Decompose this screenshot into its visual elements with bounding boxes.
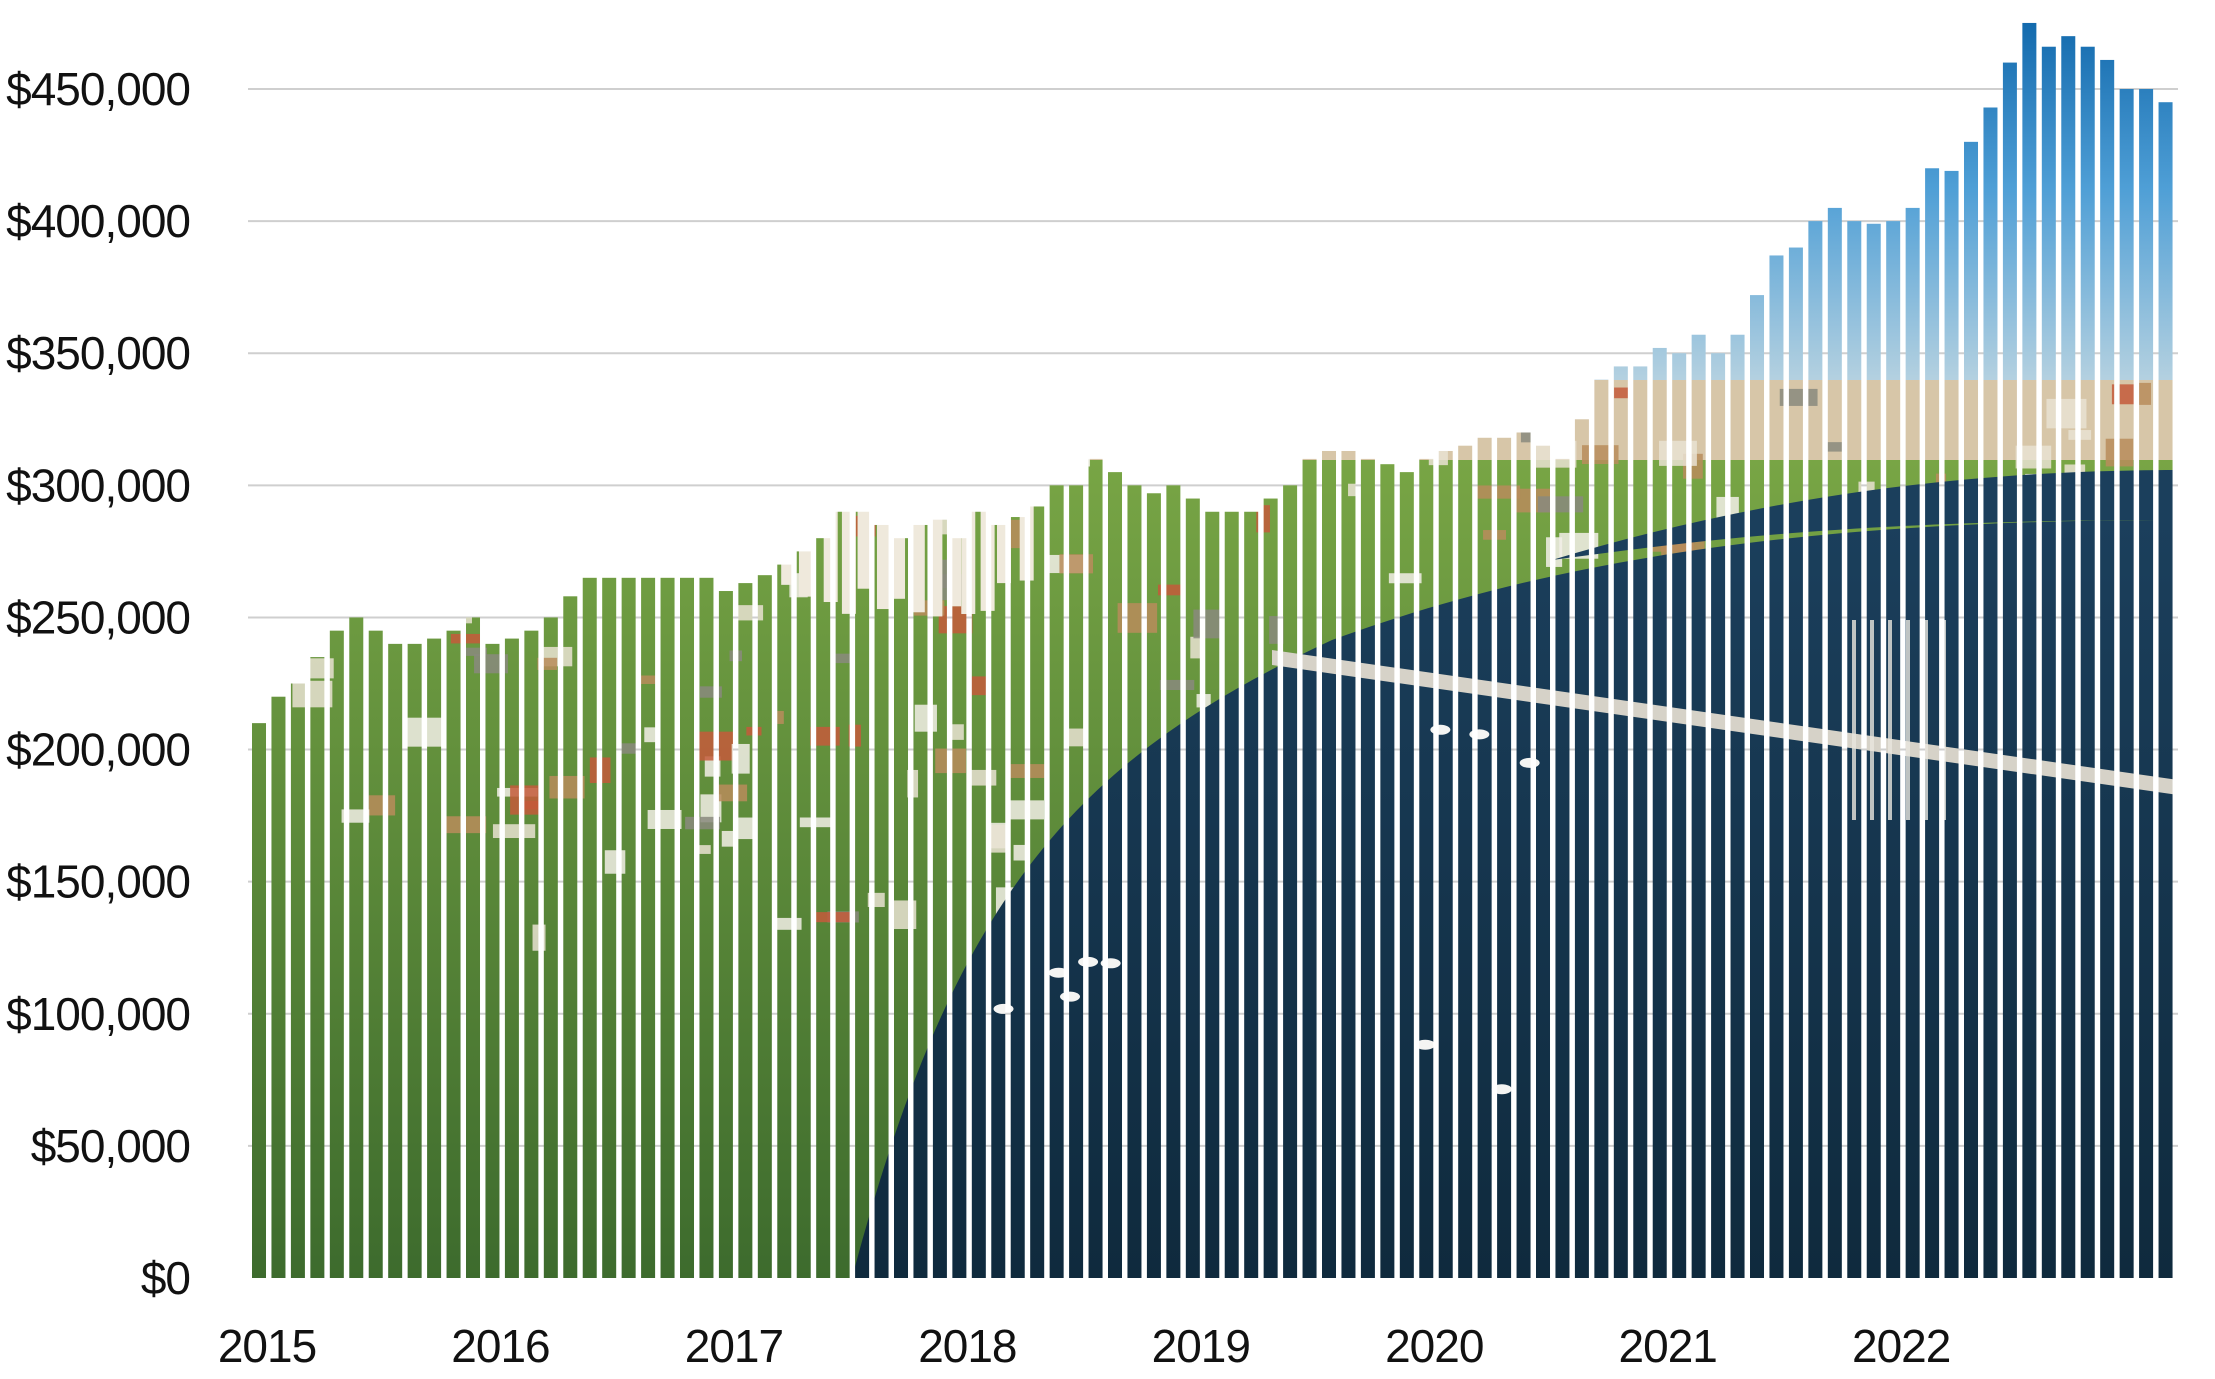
x-tick-label: 2022	[1852, 1320, 1950, 1372]
x-axis-tick-labels: 2015 2016 2017 2018 2019 2020 2021 2022	[218, 1320, 1952, 1372]
y-tick-label: $50,000	[31, 1120, 190, 1172]
x-tick-label: 2016	[451, 1320, 549, 1372]
x-tick-label: 2020	[1385, 1320, 1483, 1372]
x-tick-label: 2018	[918, 1320, 1016, 1372]
y-tick-label: $0	[141, 1252, 190, 1304]
x-tick-label: 2015	[218, 1320, 316, 1372]
y-tick-label: $150,000	[6, 856, 190, 908]
y-tick-label: $100,000	[6, 988, 190, 1040]
x-tick-label: 2021	[1619, 1320, 1717, 1372]
y-axis-tick-labels: $0 $50,000 $100,000 $150,000 $200,000 $250,00…	[6, 63, 191, 1304]
y-tick-label: $250,000	[6, 591, 190, 643]
y-tick-label: $200,000	[6, 724, 190, 776]
y-tick-label: $450,000	[6, 63, 190, 115]
y-tick-label: $350,000	[6, 327, 190, 379]
y-tick-label: $400,000	[6, 195, 190, 247]
x-tick-label: 2019	[1152, 1320, 1250, 1372]
bar-photo-fill	[252, 22, 2173, 1278]
y-tick-label: $300,000	[6, 459, 190, 511]
x-tick-label: 2017	[685, 1320, 783, 1372]
